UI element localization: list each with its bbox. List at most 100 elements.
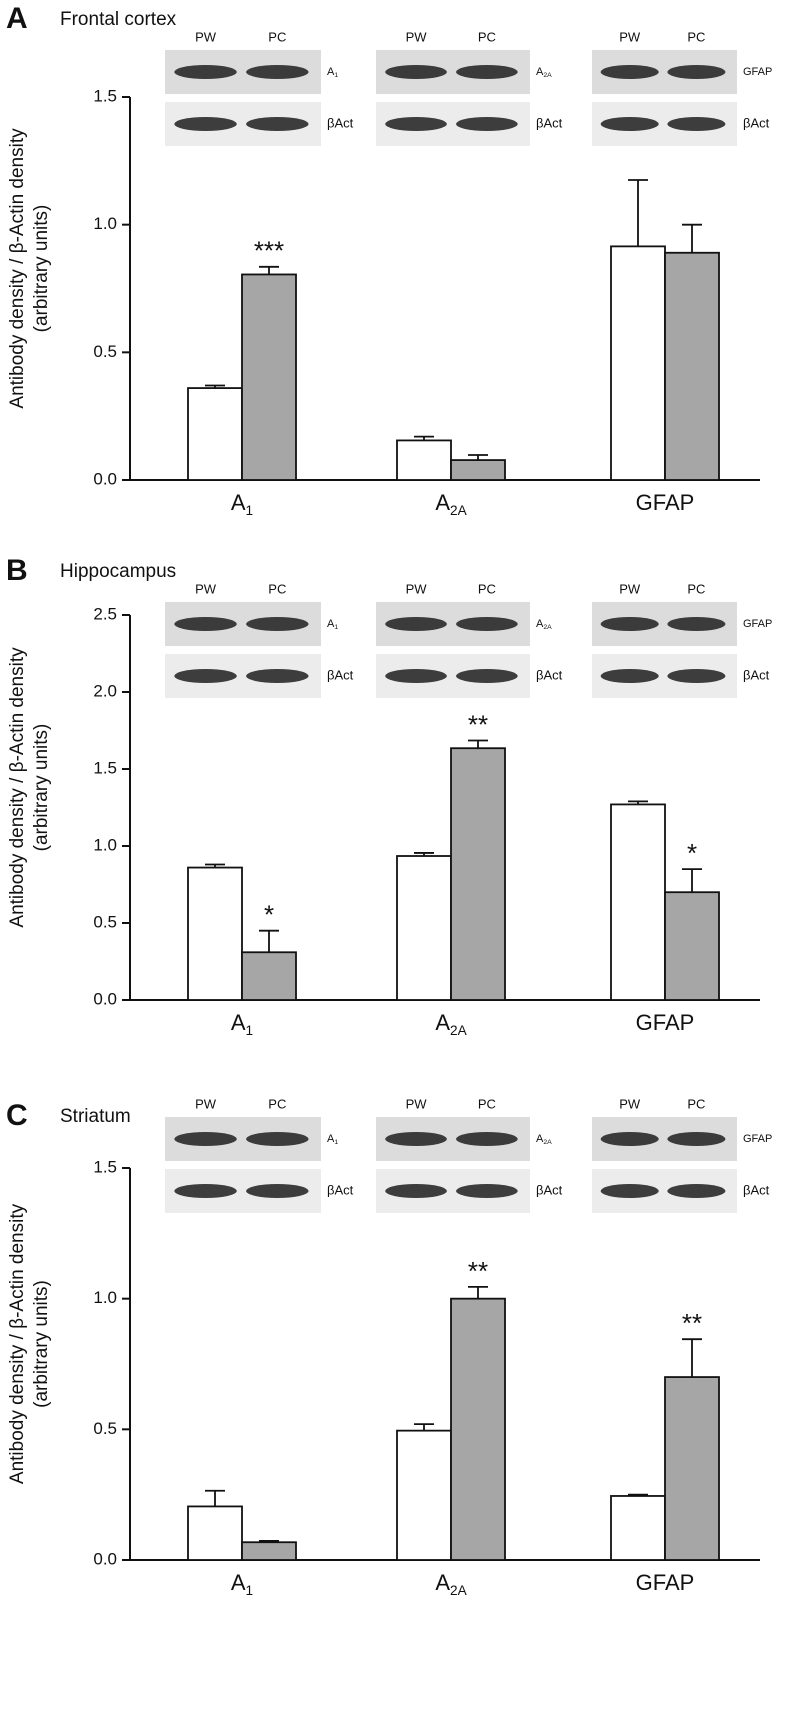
x-tick-label-base: A bbox=[231, 1010, 246, 1035]
x-tick-label-sub: 2A bbox=[450, 1023, 468, 1038]
blot-lane-label: PW bbox=[619, 1096, 641, 1111]
bar bbox=[396, 855, 452, 1001]
blot-band bbox=[456, 1184, 518, 1198]
blot-target-label-base: A bbox=[536, 66, 544, 78]
blot-band bbox=[174, 617, 237, 631]
blot-band bbox=[600, 1184, 659, 1198]
blot-lane-label: PW bbox=[195, 29, 217, 44]
bar bbox=[396, 1429, 452, 1561]
blot-lane-label: PC bbox=[268, 1096, 286, 1111]
error-bar bbox=[414, 435, 434, 441]
x-tick-label-base: A bbox=[435, 490, 450, 515]
blot-band bbox=[385, 617, 447, 631]
bar bbox=[664, 1376, 720, 1561]
error-bar bbox=[628, 1493, 648, 1496]
blot-band bbox=[385, 669, 447, 683]
blot-target-label: GFAP bbox=[743, 1133, 772, 1145]
y-tick-label: 0.5 bbox=[93, 912, 117, 931]
blot-lane-label: PW bbox=[406, 581, 428, 596]
blot-band bbox=[246, 1132, 309, 1146]
blot-band bbox=[456, 117, 518, 131]
blot-lane-label: PW bbox=[619, 29, 641, 44]
x-tick-label-base: A bbox=[435, 1010, 450, 1035]
panel-letter: C bbox=[6, 1099, 28, 1132]
x-tick-label: GFAP bbox=[636, 1570, 695, 1595]
blot-lane-label: PW bbox=[195, 581, 217, 596]
bar bbox=[187, 1505, 243, 1561]
x-tick-label-base: A bbox=[231, 490, 246, 515]
significance-mark: ** bbox=[682, 1308, 702, 1338]
blot-band bbox=[174, 117, 237, 131]
y-tick-label: 0.0 bbox=[93, 469, 117, 488]
x-tick-label-base: GFAP bbox=[636, 490, 695, 515]
blot-target-label: A2A bbox=[536, 1133, 552, 1146]
blot-band bbox=[667, 117, 726, 131]
x-tick-label: A2A bbox=[435, 1010, 467, 1038]
blot-band bbox=[667, 1184, 726, 1198]
y-tick-label: 0.0 bbox=[93, 989, 117, 1008]
blot-band bbox=[174, 1132, 237, 1146]
error-bar bbox=[468, 739, 488, 749]
blot-band bbox=[456, 65, 518, 79]
blot-lane-label: PC bbox=[478, 29, 496, 44]
x-tick-label: GFAP bbox=[636, 1010, 695, 1035]
x-tick-label: A1 bbox=[231, 1570, 253, 1598]
bar bbox=[610, 803, 666, 1001]
blot-band bbox=[667, 1132, 726, 1146]
x-tick-label-sub: 1 bbox=[246, 1583, 254, 1598]
blot-control-label: βAct bbox=[327, 115, 354, 130]
significance-mark: *** bbox=[254, 236, 284, 266]
y-tick-label: 0.5 bbox=[93, 342, 117, 361]
blot-target-label-sub: 1 bbox=[334, 624, 338, 631]
bar bbox=[187, 387, 243, 481]
error-bar bbox=[414, 852, 434, 857]
blot-band bbox=[456, 669, 518, 683]
y-tick-label: 1.5 bbox=[93, 758, 117, 777]
blot-control-label: βAct bbox=[743, 115, 770, 130]
blot-target-label-sub: 1 bbox=[334, 1139, 338, 1146]
blot-band bbox=[456, 617, 518, 631]
blot-target-label-sub: 2A bbox=[543, 72, 552, 79]
error-bar bbox=[205, 384, 225, 389]
x-tick-label: A1 bbox=[231, 490, 253, 518]
blot-band bbox=[385, 117, 447, 131]
bar bbox=[241, 951, 297, 1001]
y-tick-label: 1.0 bbox=[93, 835, 117, 854]
blot-control-label: βAct bbox=[536, 115, 563, 130]
y-axis-label: (arbitrary units) bbox=[31, 205, 52, 333]
blot-target-label: A2A bbox=[536, 66, 552, 79]
x-tick-label: GFAP bbox=[636, 490, 695, 515]
y-tick-label: 1.5 bbox=[93, 86, 117, 105]
y-tick-label: 0.0 bbox=[93, 1549, 117, 1568]
y-axis-label: Antibody density / β-Actin density bbox=[7, 1203, 28, 1484]
y-axis-label: Antibody density / β-Actin density bbox=[7, 128, 28, 409]
y-tick-label: 0.5 bbox=[93, 1419, 117, 1438]
blot-target-label: A1 bbox=[327, 1133, 338, 1146]
blot-target-label: A1 bbox=[327, 66, 338, 79]
error-bar bbox=[259, 1540, 279, 1543]
blot-target-label: GFAP bbox=[743, 618, 772, 630]
panel-title: Striatum bbox=[60, 1106, 131, 1127]
error-bar bbox=[205, 863, 225, 868]
bar bbox=[396, 439, 452, 481]
y-axis-label: Antibody density / β-Actin density bbox=[7, 647, 28, 928]
panel-title: Hippocampus bbox=[60, 561, 176, 582]
y-tick-label: 1.0 bbox=[93, 214, 117, 233]
blot-band bbox=[246, 669, 309, 683]
error-bar bbox=[628, 800, 648, 805]
bar bbox=[241, 273, 297, 481]
blot-target-label-base: A bbox=[536, 618, 544, 630]
blot-target-label-sub: 1 bbox=[334, 72, 338, 79]
bar bbox=[610, 245, 666, 481]
y-tick-label: 1.0 bbox=[93, 1288, 117, 1307]
significance-mark: * bbox=[687, 838, 697, 868]
blot-band bbox=[174, 1184, 237, 1198]
x-tick-label: A1 bbox=[231, 1010, 253, 1038]
x-tick-label-base: A bbox=[231, 1570, 246, 1595]
panel-letter: B bbox=[6, 554, 28, 587]
blot-target-label-sub: 2A bbox=[543, 624, 552, 631]
blot-band bbox=[667, 65, 726, 79]
blot-control-label: βAct bbox=[327, 1182, 354, 1197]
bar bbox=[664, 251, 720, 481]
